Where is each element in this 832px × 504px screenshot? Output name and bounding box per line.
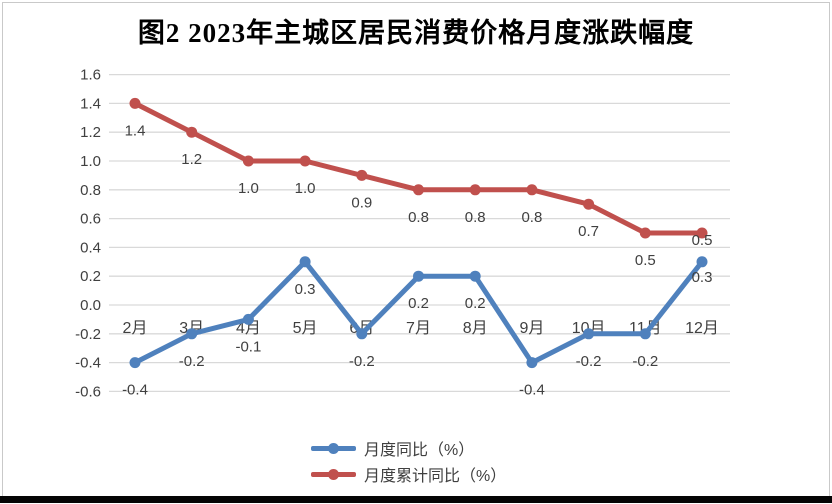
data-point-monthly-cumulative-yoy	[526, 184, 538, 196]
y-axis-tick-label: 1.6	[80, 67, 101, 84]
data-label-monthly-cumulative-yoy: 1.0	[238, 180, 259, 197]
chart-title: 图2 2023年主城区居民消费价格月度涨跌幅度	[137, 18, 695, 48]
x-axis-label: 5月	[293, 320, 318, 337]
y-axis-tick-label: -0.4	[75, 355, 101, 372]
x-axis-label: 9月	[519, 320, 544, 337]
data-label-monthly-yoy: 0.2	[408, 295, 429, 312]
x-axis-label: 2月	[123, 320, 148, 337]
data-point-monthly-cumulative-yoy	[356, 169, 368, 181]
x-axis-label: 8月	[463, 320, 488, 337]
y-axis-tick-label: 0.8	[80, 182, 101, 199]
legend-label-monthly-cumulative-yoy: 月度累计同比（%）	[364, 468, 507, 485]
data-point-monthly-cumulative-yoy	[583, 198, 595, 210]
data-point-monthly-cumulative-yoy	[242, 155, 254, 167]
y-axis-tick-label: 0.4	[80, 239, 101, 256]
data-label-monthly-yoy: 0.3	[692, 269, 713, 286]
legend: 月度同比（%） 月度累计同比（%）	[311, 435, 506, 487]
y-axis-tick-label: 1.0	[80, 153, 101, 170]
data-point-monthly-cumulative-yoy	[186, 126, 198, 138]
data-label-monthly-cumulative-yoy: 0.7	[578, 223, 599, 240]
data-point-monthly-yoy	[186, 328, 198, 340]
data-point-monthly-yoy	[242, 313, 254, 325]
data-point-monthly-yoy	[583, 328, 595, 340]
legend-item-monthly-yoy: 月度同比（%）	[311, 435, 506, 461]
y-axis-tick-label: 1.2	[80, 124, 101, 141]
data-point-monthly-yoy	[356, 328, 368, 340]
data-label-monthly-cumulative-yoy: 0.8	[408, 209, 429, 226]
data-point-monthly-yoy	[299, 256, 311, 268]
x-axis-label: 7月	[406, 320, 431, 337]
y-axis-tick-label: 0.0	[80, 297, 101, 314]
y-axis-tick-label: -0.2	[75, 326, 101, 343]
x-axis-label: 12月	[685, 320, 719, 337]
data-label-monthly-yoy: -0.4	[519, 382, 545, 399]
data-label-monthly-cumulative-yoy: 0.8	[465, 209, 486, 226]
data-point-monthly-cumulative-yoy	[696, 227, 708, 239]
y-axis-tick-label: 0.2	[80, 268, 101, 285]
data-label-monthly-cumulative-yoy: 1.0	[295, 180, 316, 197]
data-point-monthly-cumulative-yoy	[129, 97, 141, 109]
data-label-monthly-yoy: -0.2	[349, 353, 375, 370]
data-point-monthly-cumulative-yoy	[299, 155, 311, 167]
data-point-monthly-yoy	[526, 357, 538, 369]
legend-item-monthly-cumulative-yoy: 月度累计同比（%）	[311, 461, 506, 487]
y-axis-tick-label: 1.4	[80, 95, 101, 112]
data-point-monthly-yoy	[469, 270, 481, 282]
data-label-monthly-cumulative-yoy: 1.4	[125, 122, 146, 139]
data-label-monthly-yoy: -0.2	[632, 353, 658, 370]
data-point-monthly-yoy	[413, 270, 424, 282]
data-point-monthly-yoy	[129, 357, 141, 369]
data-label-monthly-cumulative-yoy: 0.5	[692, 232, 713, 249]
line-marker-icon	[311, 442, 356, 455]
data-label-monthly-cumulative-yoy: 1.2	[181, 151, 202, 168]
data-label-monthly-yoy: -0.2	[576, 353, 602, 370]
data-point-monthly-cumulative-yoy	[413, 184, 424, 196]
y-axis-tick-label: -0.6	[75, 383, 101, 400]
y-axis-tick-label: 0.6	[80, 211, 101, 228]
data-label-monthly-cumulative-yoy: 0.9	[351, 194, 372, 211]
data-label-monthly-yoy: -0.2	[179, 353, 205, 370]
data-point-monthly-cumulative-yoy	[639, 227, 651, 239]
line-marker-icon	[311, 468, 356, 481]
bottom-border	[0, 496, 832, 503]
data-label-monthly-yoy: 0.2	[465, 295, 486, 312]
data-label-monthly-yoy: 0.3	[295, 281, 316, 298]
data-point-monthly-cumulative-yoy	[469, 184, 481, 196]
data-label-monthly-yoy: -0.4	[122, 382, 148, 399]
data-point-monthly-yoy	[639, 328, 651, 340]
data-label-monthly-cumulative-yoy: 0.8	[521, 209, 542, 226]
legend-label-monthly-yoy: 月度同比（%）	[364, 442, 475, 459]
x-axis-label: 4月	[236, 320, 261, 337]
data-point-monthly-yoy	[696, 256, 708, 268]
data-label-monthly-yoy: -0.1	[235, 338, 261, 355]
data-label-monthly-cumulative-yoy: 0.5	[635, 252, 656, 269]
